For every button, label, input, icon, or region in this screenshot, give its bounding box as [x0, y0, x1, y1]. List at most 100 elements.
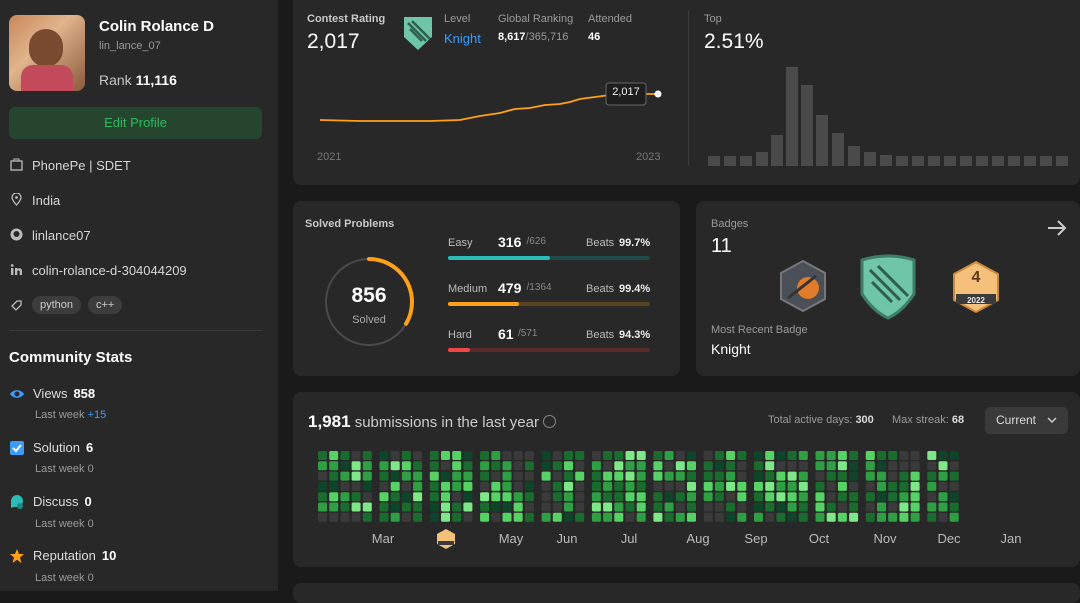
heatmap-cell	[351, 492, 361, 502]
attended-label: Attended	[588, 13, 633, 25]
badge-icon[interactable]	[776, 258, 830, 314]
heatmap-cell	[603, 451, 613, 460]
linkedin[interactable]: colin-rolance-d-304044209	[32, 263, 187, 278]
skill-tag[interactable]: python	[32, 296, 82, 314]
heatmap-cell	[463, 481, 473, 491]
heatmap-cell	[362, 471, 372, 481]
heatmap-cell	[927, 492, 937, 502]
heatmap-cell	[849, 512, 859, 522]
heatmap-cell	[329, 451, 339, 460]
heatmap-cell	[340, 451, 350, 460]
streak-value: 68	[951, 414, 965, 426]
heatmap-cell	[765, 451, 775, 460]
heatmap-cell	[714, 492, 724, 502]
heatmap-cell	[927, 451, 937, 460]
heatmap-cell	[379, 471, 389, 481]
top-label: Top	[704, 13, 722, 25]
heatmap-cell	[798, 461, 808, 471]
heatmap-cell	[927, 461, 937, 471]
heatmap-cell	[653, 451, 663, 460]
heatmap-cell	[714, 502, 724, 512]
badge-year: 2022	[967, 296, 985, 305]
heatmap-cell	[541, 492, 551, 502]
heatmap-cell	[787, 502, 797, 512]
heatmap-cell	[703, 492, 713, 502]
progress-track	[448, 256, 650, 260]
heatmap-cell	[726, 451, 736, 460]
solved-card	[293, 201, 680, 376]
heatmap-cell	[899, 502, 909, 512]
heatmap-cell	[441, 481, 450, 491]
heatmap-cell	[653, 471, 663, 481]
heatmap-cell	[776, 502, 786, 512]
year-dropdown[interactable]: Current	[985, 407, 1068, 434]
heatmap-cell	[480, 481, 490, 491]
month-label: Aug	[686, 531, 710, 546]
heatmap-cell	[714, 451, 724, 460]
heatmap-cell	[687, 471, 696, 481]
submissions-text: submissions in the last year	[354, 414, 539, 431]
rating-tooltip: 2,017	[612, 86, 640, 98]
heatmap-cell	[552, 471, 562, 481]
heatmap-cell	[687, 481, 696, 491]
heatmap-cell	[636, 471, 646, 481]
recent-badge: Knight	[711, 341, 751, 357]
linkedin-icon	[10, 264, 22, 275]
heatmap-cell	[614, 512, 624, 522]
user-name: Colin Rolance D	[99, 18, 215, 35]
heatmap-cell	[938, 461, 948, 471]
heatmap-cell	[502, 471, 512, 481]
heatmap-cell	[564, 481, 573, 491]
heatmap-cell	[541, 481, 551, 491]
badge-icon[interactable]	[856, 252, 920, 322]
beats-label: Beats	[586, 283, 615, 295]
heatmap-cell	[564, 451, 573, 460]
heatmap-cell	[351, 471, 361, 481]
heatmap-cell	[564, 492, 573, 502]
heatmap-cell	[329, 471, 339, 481]
heatmap-cell	[463, 451, 473, 460]
github[interactable]: linlance07	[32, 228, 91, 243]
heatmap-cell	[798, 502, 808, 512]
submissions-card	[293, 392, 1080, 567]
heatmap-cell	[390, 451, 400, 460]
heatmap-cell	[413, 512, 423, 522]
heatmap-cell	[737, 471, 747, 481]
beats-value: 99.7%	[619, 237, 651, 249]
heatmap-cell	[513, 502, 523, 512]
community-title: Community Stats	[9, 349, 133, 366]
skill-tag[interactable]: c++	[88, 296, 123, 314]
heatmap-cell	[877, 512, 886, 522]
heatmap-cell	[480, 471, 490, 481]
heatmap-cell	[888, 451, 898, 460]
heatmap-cell	[837, 512, 847, 522]
heatmap-cell	[888, 502, 898, 512]
heatmap-cell	[849, 481, 859, 491]
last-week: Last week 0	[35, 518, 94, 530]
heatmap-cell	[653, 492, 663, 502]
heatmap-cell	[452, 481, 462, 491]
heatmap-cell	[603, 481, 613, 491]
heatmap-cell	[938, 451, 948, 460]
heatmap-cell	[625, 502, 635, 512]
heatmap-cell	[318, 471, 327, 481]
badges-arrow[interactable]	[1046, 218, 1068, 238]
company-icon	[10, 158, 23, 171]
heatmap-cell	[664, 492, 674, 502]
edit-profile-button[interactable]: Edit Profile	[9, 107, 262, 139]
heatmap-cell	[552, 481, 562, 491]
heatmap-cell	[413, 451, 423, 460]
heatmap-cell	[865, 471, 875, 481]
heatmap-cell	[636, 481, 646, 491]
heatmap-cell	[765, 461, 775, 471]
heatmap-cell	[765, 492, 775, 502]
heatmap-cell	[899, 461, 909, 471]
progress-bar	[448, 302, 519, 306]
heatmap-cell	[463, 471, 473, 481]
heatmap-cell	[703, 451, 713, 460]
avatar[interactable]	[9, 15, 85, 91]
badge-icon[interactable]	[950, 260, 1002, 314]
heatmap-cell	[463, 512, 473, 522]
heatmap-cell	[910, 492, 920, 502]
heatmap-cell	[877, 502, 886, 512]
